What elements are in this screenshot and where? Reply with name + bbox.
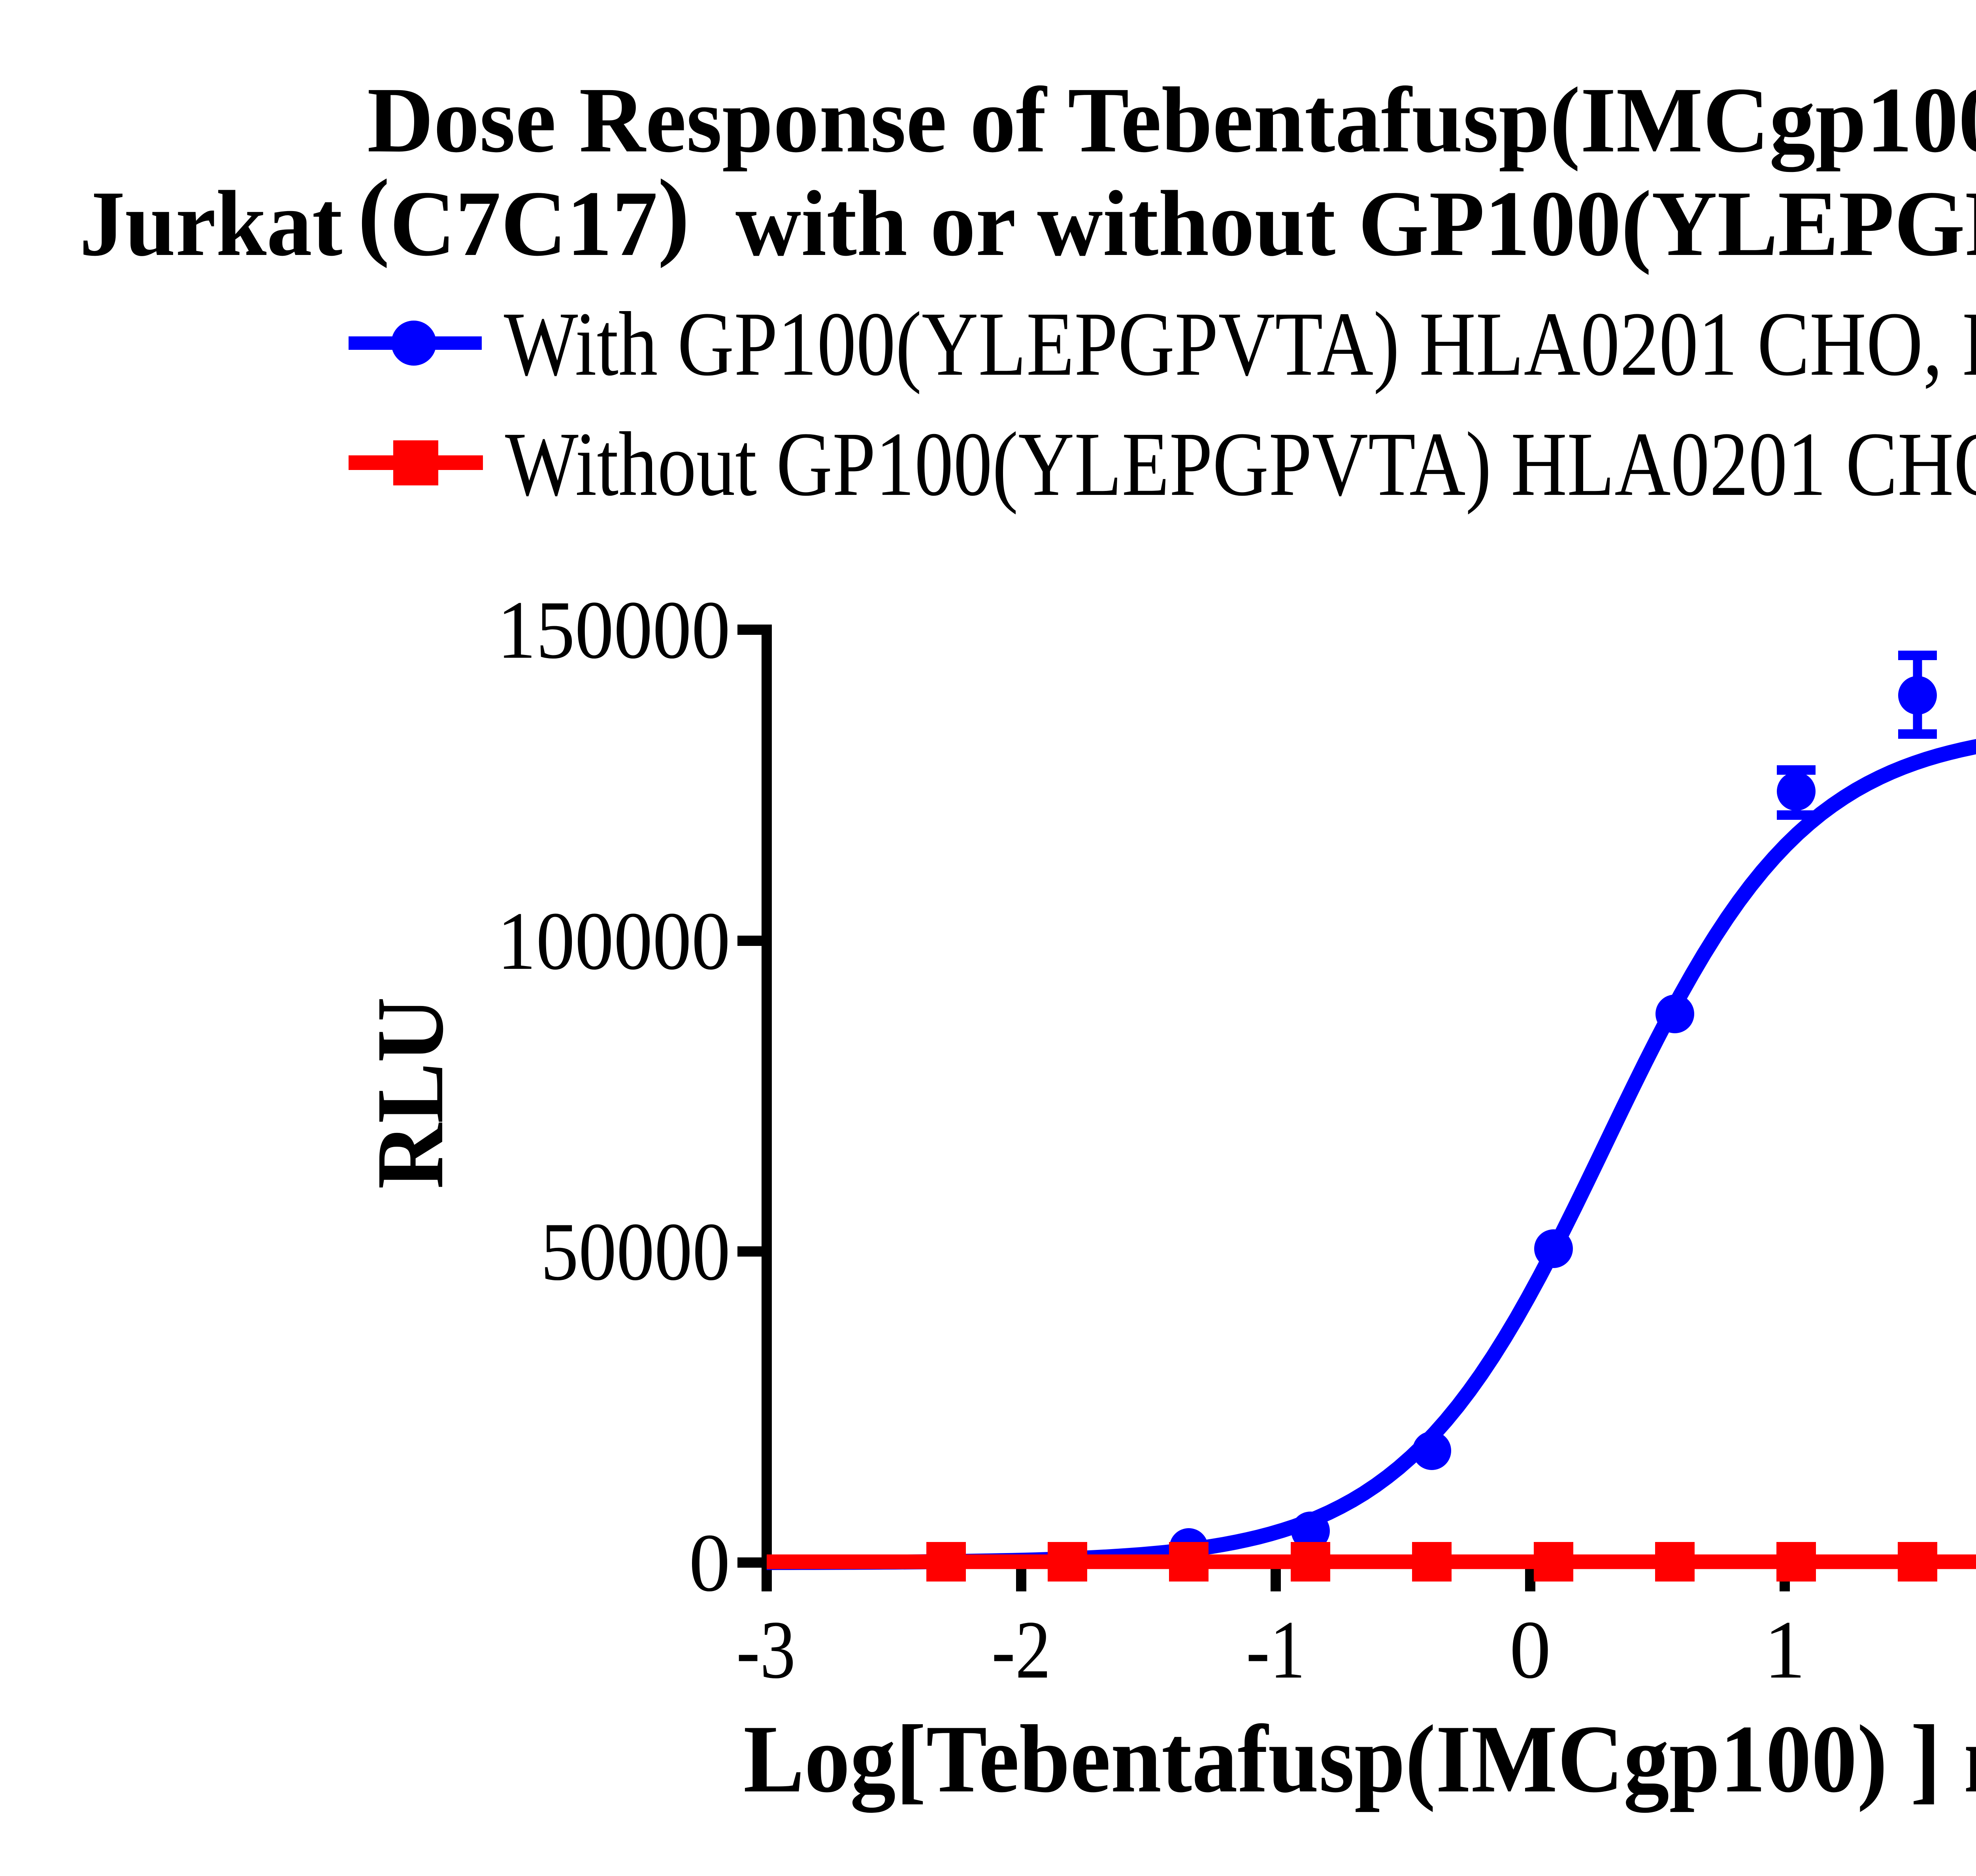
svg-text:150000: 150000 [497, 584, 730, 676]
svg-text:50000: 50000 [541, 1206, 730, 1298]
svg-text:0: 0 [1510, 1604, 1551, 1696]
svg-text:Log[Tebentafusp(IMCgp100) ] ng: Log[Tebentafusp(IMCgp100) ] ng/ml [743, 1705, 1976, 1813]
svg-text:RLU: RLU [356, 997, 463, 1189]
svg-text:100000: 100000 [497, 895, 730, 987]
svg-text:Without GP100(YLEPGPVTA) HLA02: Without GP100(YLEPGPVTA) HLA0201 CHO, EC… [505, 413, 1976, 515]
svg-text:1: 1 [1764, 1604, 1806, 1696]
svg-text:-3: -3 [736, 1604, 796, 1696]
svg-text:With GP100(YLEPGPVTA) HLA0201: With GP100(YLEPGPVTA) HLA0201 CHO, EC50 … [504, 293, 1976, 395]
svg-text:-2: -2 [992, 1604, 1051, 1696]
svg-text:-1: -1 [1246, 1604, 1305, 1696]
svg-text:Dose Response of Tebentafusp(I: Dose Response of Tebentafusp(IMCgp100) i… [367, 68, 1976, 172]
svg-text:Jurkat(C7C17) with or without: Jurkat(C7C17) with or without GP100(YLEP… [79, 159, 1976, 276]
svg-text:0: 0 [689, 1517, 730, 1609]
